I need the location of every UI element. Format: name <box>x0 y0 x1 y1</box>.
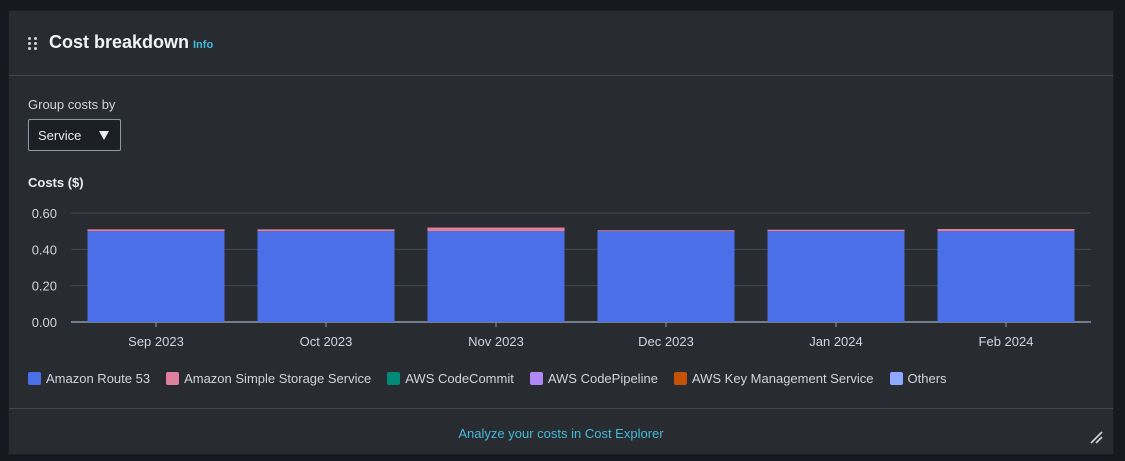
legend-swatch <box>889 371 903 385</box>
legend-label: Amazon Simple Storage Service <box>184 370 372 386</box>
legend-label: Others <box>907 370 947 386</box>
widget-title: Cost breakdown <box>49 32 190 52</box>
legend-item[interactable]: AWS Key Management Service <box>673 370 874 386</box>
x-tick-label: Dec 2023 <box>638 334 694 349</box>
group-by-select[interactable]: Service <box>28 119 121 151</box>
legend-label: AWS Key Management Service <box>691 370 874 386</box>
widget-header: Cost breakdown Info <box>9 11 1113 76</box>
legend-item[interactable]: AWS CodePipeline <box>529 370 658 386</box>
x-tick-label: Nov 2023 <box>468 334 524 349</box>
x-tick-label: Feb 2024 <box>979 334 1034 349</box>
chart-legend: Amazon Route 53 Amazon Simple Storage Ser… <box>28 370 963 386</box>
bar-segment[interactable] <box>597 231 735 322</box>
bar-segment[interactable] <box>767 231 905 322</box>
legend-label: AWS CodePipeline <box>547 370 658 386</box>
x-tick-label: Sep 2023 <box>128 334 184 349</box>
legend-item[interactable]: AWS CodeCommit <box>387 370 514 386</box>
legend-swatch <box>387 371 401 385</box>
bar-segment[interactable] <box>87 229 225 232</box>
widget-footer: Analyze your costs in Cost Explorer <box>9 408 1113 455</box>
y-tick-label: 0.20 <box>32 279 57 294</box>
y-tick-label: 0.60 <box>32 206 57 221</box>
costs-axis-title: Costs ($) <box>28 175 84 190</box>
legend-swatch <box>529 371 543 385</box>
bar-segment[interactable] <box>257 229 395 232</box>
info-link[interactable]: Info <box>193 39 214 51</box>
bar-segment[interactable] <box>937 231 1075 322</box>
legend-item[interactable]: Amazon Route 53 <box>28 370 150 386</box>
group-by-value: Service <box>38 128 82 143</box>
bar-segment[interactable] <box>257 231 395 322</box>
bar-segment[interactable] <box>87 231 225 322</box>
legend-item[interactable]: Amazon Simple Storage Service <box>166 370 371 386</box>
legend-item[interactable]: Others <box>889 370 947 386</box>
legend-swatch <box>28 371 41 385</box>
cost-breakdown-widget: Cost breakdown Info Group costs by Servi… <box>8 10 1114 455</box>
bar-segment[interactable] <box>937 228 1075 232</box>
legend-label: Amazon Route 53 <box>46 370 151 386</box>
cost-explorer-link[interactable]: Analyze your costs in Cost Explorer <box>458 426 664 441</box>
bar-segment[interactable] <box>597 230 735 232</box>
caret-down-icon <box>99 131 109 140</box>
resize-handle-icon[interactable] <box>1089 430 1103 444</box>
bar-segment[interactable] <box>767 229 905 232</box>
x-tick-label: Oct 2023 <box>300 334 353 349</box>
y-tick-label: 0.00 <box>32 315 57 330</box>
group-costs-label: Group costs by <box>28 97 116 112</box>
legend-swatch <box>166 371 180 385</box>
bar-segment[interactable] <box>427 231 565 322</box>
bar-segment[interactable] <box>427 227 565 232</box>
y-tick-label: 0.40 <box>32 242 57 257</box>
legend-swatch <box>673 371 687 385</box>
cost-bar-chart: 0.00 0.20 0.40 0.60 Sep 2023 Oct 2023 Nov 2023… <box>32 206 1091 349</box>
x-tick-label: Jan 2024 <box>809 334 863 349</box>
legend-label: AWS CodeCommit <box>405 370 514 386</box>
drag-handle-icon[interactable] <box>28 37 38 51</box>
